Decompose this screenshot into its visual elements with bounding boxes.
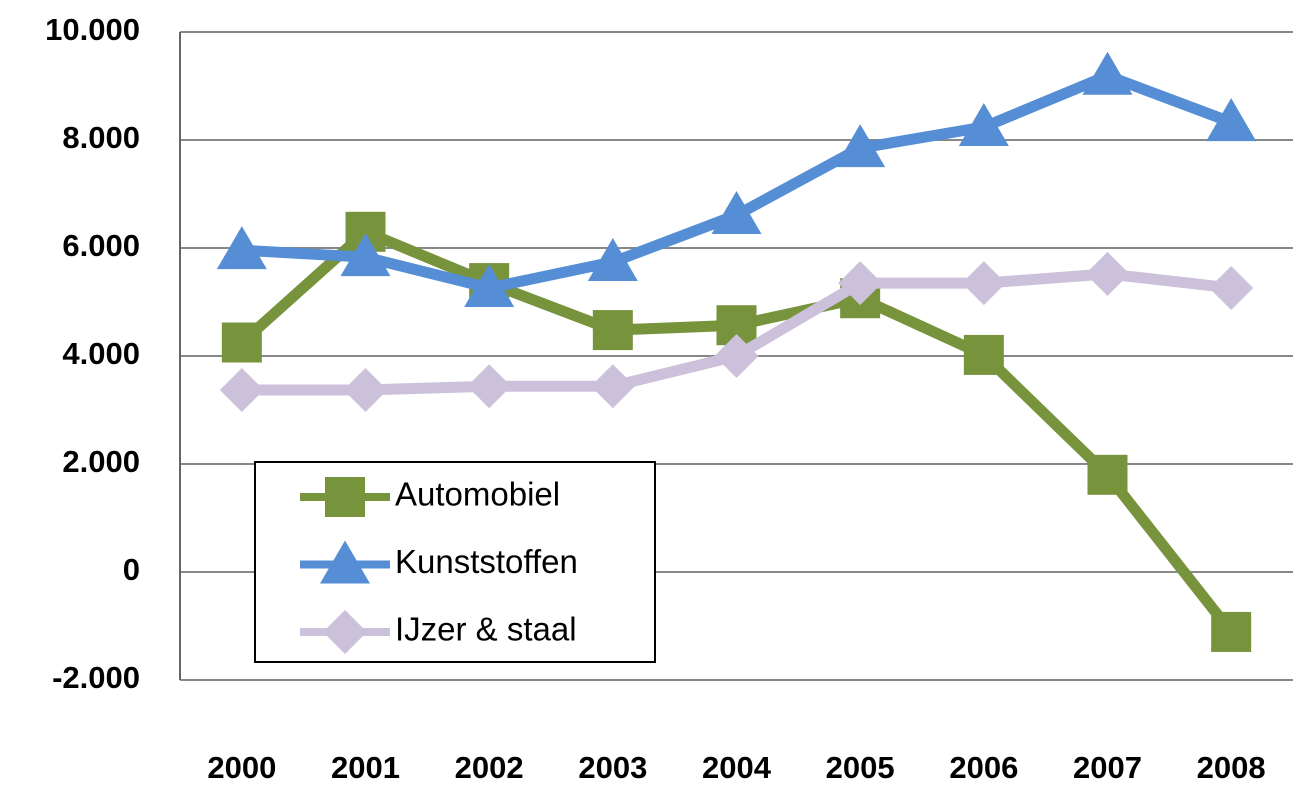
marker (340, 233, 391, 277)
x-tick-label: 2007 (1073, 750, 1142, 785)
marker (835, 124, 886, 168)
x-tick-label: 2004 (702, 750, 772, 785)
series-line (241, 70, 1234, 294)
y-tick-label: 8.000 (62, 120, 140, 155)
x-tick-label: 2000 (207, 750, 276, 785)
marker (587, 238, 638, 282)
y-tick-label: -2.000 (52, 660, 140, 695)
marker (325, 477, 365, 517)
y-tick-label: 0 (123, 552, 140, 587)
y-tick-label: 10.000 (45, 12, 140, 47)
x-tick-label: 2001 (331, 750, 400, 785)
marker (963, 334, 1004, 375)
marker (961, 261, 1006, 306)
marker (221, 322, 262, 363)
marker (1085, 251, 1130, 296)
marker (711, 191, 762, 235)
y-tick-label: 4.000 (62, 336, 140, 371)
marker (592, 310, 633, 351)
legend-label: IJzer & staal (395, 611, 577, 648)
marker (467, 364, 512, 409)
legend-label: Kunststoffen (395, 543, 578, 580)
marker (216, 226, 267, 270)
marker (590, 364, 635, 409)
marker (1087, 454, 1128, 495)
y-tick-label: 6.000 (62, 228, 140, 263)
marker (1206, 98, 1257, 142)
x-tick-label: 2005 (826, 750, 895, 785)
marker (1082, 51, 1133, 95)
y-tick-label: 2.000 (62, 444, 140, 479)
marker (1211, 611, 1252, 652)
marker (343, 368, 388, 413)
marker (323, 610, 367, 654)
legend-label: Automobiel (395, 476, 560, 513)
marker (958, 103, 1009, 147)
x-tick-label: 2003 (578, 750, 647, 785)
marker (464, 263, 515, 307)
marker (714, 334, 759, 378)
x-tick-label: 2008 (1197, 750, 1266, 785)
x-tick-label: 2002 (455, 750, 524, 785)
marker (838, 261, 883, 306)
marker (320, 540, 370, 584)
marker (1209, 265, 1254, 310)
marker (219, 368, 264, 413)
x-tick-label: 2006 (949, 750, 1018, 785)
